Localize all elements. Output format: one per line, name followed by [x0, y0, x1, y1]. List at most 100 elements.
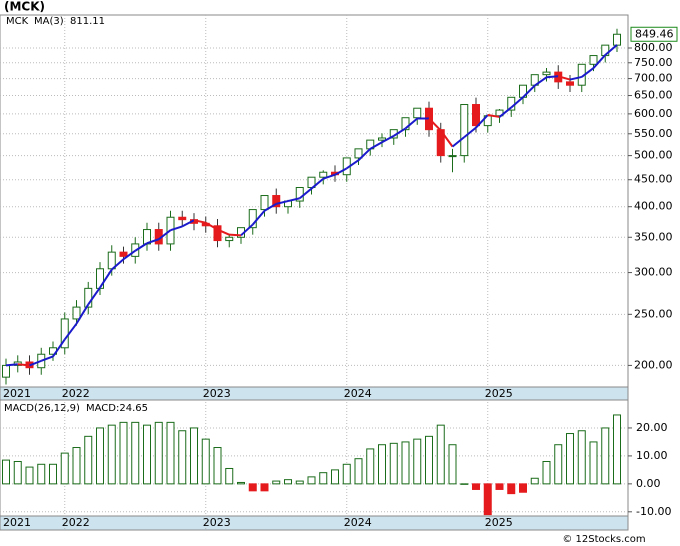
- ma-segment: [428, 117, 442, 132]
- x-tick-label: 2024: [344, 387, 372, 400]
- candle-body: [413, 107, 422, 119]
- macd-bar: [530, 477, 539, 485]
- ma-segment: [122, 249, 136, 261]
- macd-bar: [448, 444, 457, 485]
- ma-segment: [557, 75, 571, 81]
- ma-segment: [205, 221, 219, 231]
- ma-segment: [346, 159, 360, 170]
- ma-segment: [240, 223, 254, 237]
- macd-bar: [72, 447, 81, 485]
- candle-body: [472, 104, 480, 127]
- ma-segment: [158, 229, 172, 241]
- macd-bar: [201, 438, 210, 485]
- x-tick-label: 2023: [203, 516, 231, 529]
- ma-segment: [510, 96, 524, 109]
- macd-bar: [378, 444, 386, 485]
- ma-segment: [170, 225, 183, 232]
- y-tick-label: 300.00: [634, 266, 673, 279]
- ma-segment: [75, 303, 90, 325]
- x-tick-label: 2021: [3, 516, 31, 529]
- last-price-box: [630, 26, 678, 42]
- ma-segment: [111, 258, 125, 271]
- macd-bar: [248, 483, 257, 492]
- macd-bar: [272, 480, 281, 485]
- macd-bar: [143, 424, 151, 485]
- macd-bar: [260, 483, 269, 492]
- watermark: © 12Stocks.com: [562, 534, 645, 545]
- y-tick-label: 20.00: [636, 421, 668, 434]
- x-tick-label: 2025: [485, 387, 513, 400]
- macd-bar: [225, 467, 234, 485]
- candle-body: [248, 209, 257, 229]
- macd-bar: [436, 424, 445, 485]
- ma-segment: [217, 228, 230, 236]
- macd-bar: [307, 476, 316, 485]
- macd-bar: [566, 433, 574, 485]
- x-tick-label: 2022: [62, 387, 90, 400]
- ma-segment: [251, 210, 266, 226]
- legend-ma: MA(3): [34, 16, 64, 27]
- macd-bar: [84, 435, 93, 485]
- macd-bar: [589, 441, 598, 485]
- candle-body: [272, 195, 281, 208]
- macd-bar: [13, 460, 22, 485]
- ma-segment: [263, 202, 277, 212]
- candle-body: [72, 306, 81, 320]
- y-tick-label: 550.00: [634, 127, 673, 140]
- macd-bar: [25, 466, 34, 485]
- macd-bar: [483, 483, 492, 516]
- y-tick-label: 450.00: [634, 173, 673, 186]
- macd-bar: [601, 427, 610, 485]
- x-tick-label: 2025: [485, 516, 513, 529]
- candle-body: [566, 81, 574, 86]
- macd-bar: [107, 424, 116, 485]
- macd-bar: [542, 460, 551, 485]
- y-tick-label: 600.00: [634, 107, 673, 120]
- ma-segment: [604, 44, 618, 56]
- candle-body: [589, 55, 598, 65]
- y-tick-label: 750.00: [634, 56, 673, 69]
- y-tick-label: 400.00: [634, 200, 673, 213]
- ma-segment: [487, 114, 500, 118]
- ma-segment: [357, 148, 371, 161]
- y-tick-label: 700.00: [634, 72, 673, 85]
- ma-segment: [310, 177, 324, 190]
- ma-segment: [534, 76, 548, 87]
- y-tick-label: 250.00: [634, 307, 673, 320]
- date-strip: [0, 386, 629, 401]
- ma-segment: [581, 67, 595, 78]
- candle-body: [448, 155, 457, 158]
- ma-segment: [404, 117, 418, 130]
- y-tick-label: 650.00: [634, 89, 673, 102]
- macd-bar: [131, 421, 140, 485]
- macd-bar: [295, 480, 304, 485]
- legend-ticker: MCK: [6, 16, 29, 27]
- x-tick-label: 2023: [203, 387, 231, 400]
- y-tick-label: 0.00: [636, 477, 661, 490]
- y-tick-label: 10.00: [636, 449, 668, 462]
- ma-segment: [193, 219, 206, 224]
- ma-segment: [40, 355, 54, 362]
- candle-body: [178, 216, 187, 221]
- macd-value-label: MACD:24.65: [86, 403, 148, 414]
- x-tick-label: 2024: [344, 516, 372, 529]
- macd-bar: [507, 483, 516, 495]
- ma-segment: [381, 134, 395, 144]
- y-tick-label: 800.00: [634, 41, 673, 54]
- y-tick-label: 350.00: [634, 230, 673, 243]
- candle-body: [260, 195, 269, 211]
- y-tick-label: -10.00: [636, 505, 671, 518]
- ma-segment: [451, 136, 465, 148]
- candle-body: [542, 71, 551, 76]
- candle-body: [613, 33, 621, 46]
- ma-segment: [5, 363, 18, 367]
- macd-bar: [96, 427, 104, 485]
- macd-bar: [213, 447, 222, 485]
- ma-segment: [99, 268, 113, 289]
- ma-segment: [146, 238, 160, 245]
- ma-segment: [334, 167, 348, 176]
- macd-bar: [425, 435, 433, 485]
- macd-bar: [2, 459, 10, 485]
- ma-segment: [463, 126, 477, 138]
